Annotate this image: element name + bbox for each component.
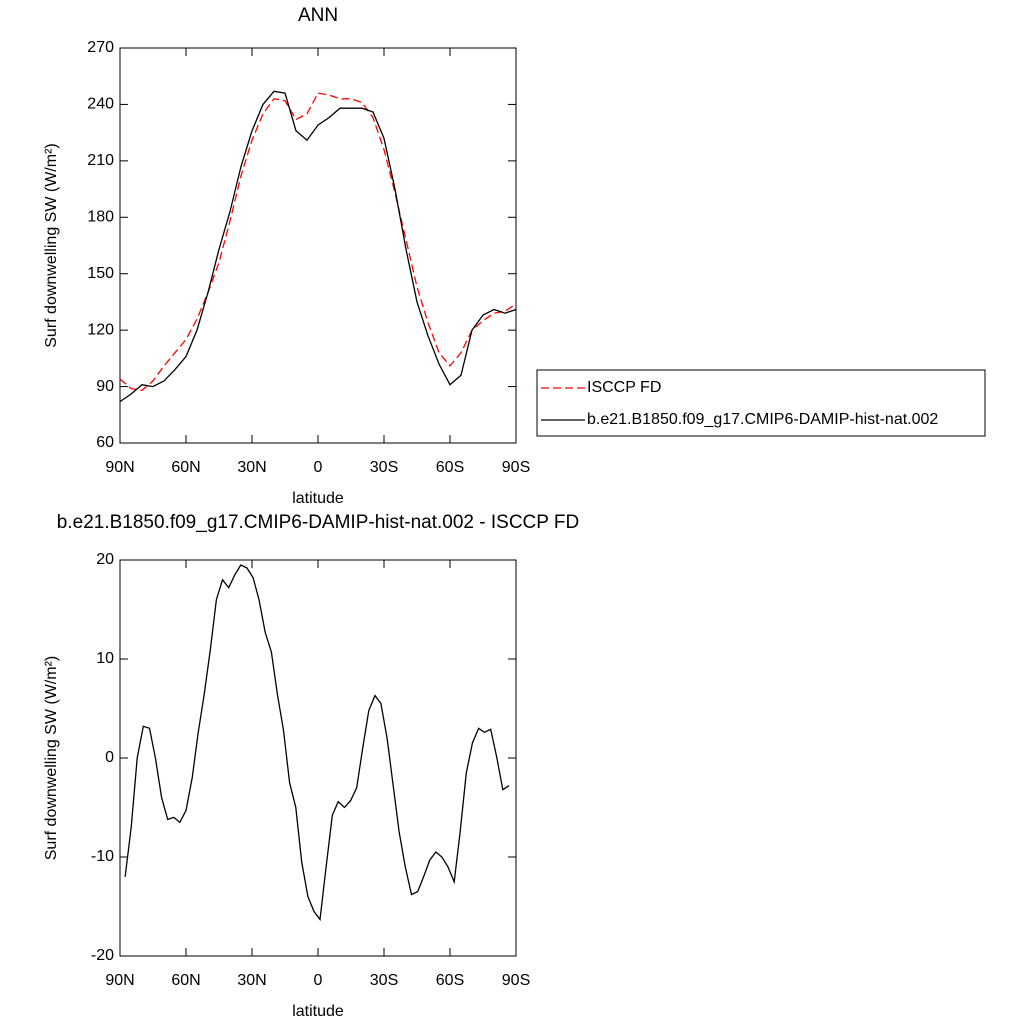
y-tick-label: -10 xyxy=(91,848,114,865)
x-tick-label: 30S xyxy=(370,972,398,989)
x-tick-label: 30N xyxy=(237,972,266,989)
x-tick-label: 0 xyxy=(314,459,323,476)
y-tick-label: 240 xyxy=(87,96,114,113)
x-tick-label: 30S xyxy=(370,459,398,476)
legend-label: b.e21.B1850.f09_g17.CMIP6-DAMIP-hist-nat… xyxy=(587,411,938,428)
y-tick-label: 270 xyxy=(87,39,114,56)
data-line xyxy=(124,564,510,922)
x-tick-label: 60N xyxy=(171,972,200,989)
x-tick-label: 0 xyxy=(314,972,323,989)
y-tick-label: 10 xyxy=(96,650,114,667)
x-tick-label: 90S xyxy=(502,459,530,476)
y-tick-label: 180 xyxy=(87,209,114,226)
y-axis-label: Surf downwelling SW (W/m²) xyxy=(43,143,60,347)
chart-title: ANN xyxy=(298,5,338,26)
x-tick-label: 30N xyxy=(237,459,266,476)
x-axis-label: latitude xyxy=(292,490,344,507)
y-tick-label: 20 xyxy=(96,551,114,568)
x-tick-label: 90N xyxy=(105,972,134,989)
legend-label: ISCCP FD xyxy=(587,379,661,396)
x-tick-label: 60N xyxy=(171,459,200,476)
y-tick-label: 210 xyxy=(87,152,114,169)
plot-frame xyxy=(119,47,517,444)
x-tick-label: 90S xyxy=(502,972,530,989)
plot-frame xyxy=(119,559,517,957)
y-axis-label: Surf downwelling SW (W/m²) xyxy=(43,656,60,860)
data-line xyxy=(119,90,517,403)
x-tick-label: 60S xyxy=(436,459,464,476)
y-tick-label: -20 xyxy=(91,947,114,964)
chart-title: b.e21.B1850.f09_g17.CMIP6-DAMIP-hist-nat… xyxy=(57,512,579,533)
y-tick-label: 150 xyxy=(87,265,114,282)
legend-box xyxy=(536,369,986,437)
y-tick-label: 90 xyxy=(96,378,114,395)
legend: ISCCP FD b.e21.B1850.f09_g17.CMIP6-DAMIP-… xyxy=(536,369,986,437)
y-tick-label: 60 xyxy=(96,434,114,451)
y-tick-label: 120 xyxy=(87,321,114,338)
x-tick-label: 60S xyxy=(436,972,464,989)
x-tick-label: 90N xyxy=(105,459,134,476)
x-axis-label: latitude xyxy=(292,1003,344,1020)
data-line xyxy=(119,92,517,391)
y-tick-label: 0 xyxy=(105,749,114,766)
